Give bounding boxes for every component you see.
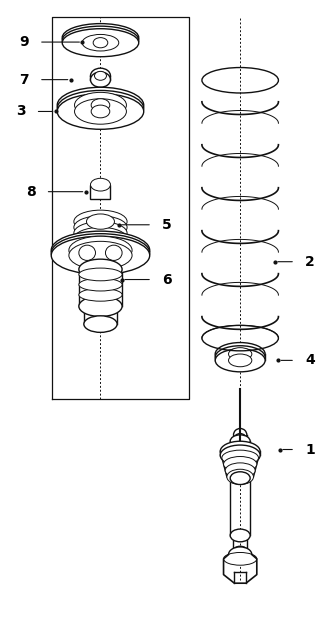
Ellipse shape: [93, 38, 108, 48]
Text: 2: 2: [305, 255, 315, 269]
Ellipse shape: [215, 343, 265, 366]
Text: 7: 7: [19, 73, 29, 87]
Ellipse shape: [62, 26, 139, 54]
FancyBboxPatch shape: [91, 184, 111, 198]
Ellipse shape: [91, 105, 110, 118]
Ellipse shape: [79, 245, 96, 260]
Ellipse shape: [95, 71, 107, 80]
Ellipse shape: [215, 349, 265, 372]
Ellipse shape: [79, 278, 122, 291]
Ellipse shape: [51, 236, 150, 274]
Ellipse shape: [79, 296, 122, 316]
Ellipse shape: [230, 448, 250, 461]
Ellipse shape: [228, 348, 252, 360]
Text: 5: 5: [162, 218, 172, 232]
Text: 3: 3: [16, 105, 25, 119]
Text: 6: 6: [162, 272, 172, 286]
Ellipse shape: [57, 94, 144, 130]
Ellipse shape: [62, 24, 139, 52]
Ellipse shape: [84, 316, 117, 332]
Ellipse shape: [82, 34, 119, 51]
Ellipse shape: [106, 245, 122, 260]
Ellipse shape: [51, 234, 150, 272]
Ellipse shape: [228, 547, 252, 562]
Ellipse shape: [215, 346, 265, 369]
Ellipse shape: [227, 469, 254, 484]
Ellipse shape: [230, 529, 250, 542]
Ellipse shape: [220, 441, 260, 462]
Text: 4: 4: [305, 353, 315, 367]
Ellipse shape: [91, 178, 111, 191]
Ellipse shape: [233, 429, 247, 441]
Text: 9: 9: [19, 35, 29, 49]
Ellipse shape: [220, 445, 260, 465]
Ellipse shape: [69, 241, 132, 269]
Ellipse shape: [225, 463, 255, 478]
Ellipse shape: [91, 99, 110, 112]
Ellipse shape: [74, 210, 127, 233]
Text: 1: 1: [305, 443, 315, 457]
Ellipse shape: [74, 227, 127, 250]
Ellipse shape: [233, 434, 247, 447]
Ellipse shape: [69, 236, 132, 264]
Ellipse shape: [74, 216, 127, 239]
Ellipse shape: [74, 93, 127, 118]
Ellipse shape: [91, 68, 111, 84]
Ellipse shape: [79, 268, 122, 281]
Ellipse shape: [230, 435, 250, 448]
Ellipse shape: [87, 214, 115, 229]
Ellipse shape: [79, 259, 122, 279]
Ellipse shape: [62, 29, 139, 57]
Ellipse shape: [228, 354, 252, 367]
Ellipse shape: [223, 553, 257, 565]
Ellipse shape: [51, 231, 150, 269]
Ellipse shape: [223, 457, 257, 471]
Ellipse shape: [222, 450, 259, 465]
Text: 8: 8: [26, 184, 35, 198]
Ellipse shape: [233, 546, 247, 556]
Ellipse shape: [230, 471, 250, 484]
Ellipse shape: [79, 288, 122, 301]
Ellipse shape: [91, 72, 111, 87]
Ellipse shape: [74, 221, 127, 244]
Ellipse shape: [74, 99, 127, 124]
Ellipse shape: [57, 87, 144, 123]
Ellipse shape: [57, 91, 144, 126]
